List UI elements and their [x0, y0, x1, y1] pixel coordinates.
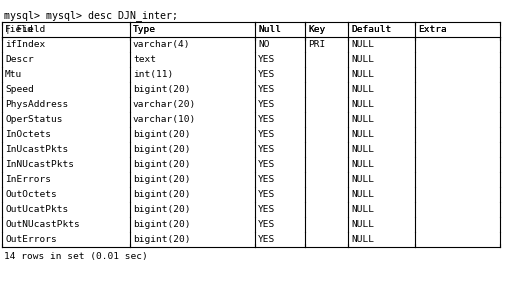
Text: YES: YES — [258, 70, 275, 79]
Text: 14 rows in set (0.01 sec): 14 rows in set (0.01 sec) — [4, 252, 148, 261]
Text: OutErrors: OutErrors — [5, 235, 57, 244]
Text: NULL: NULL — [351, 235, 374, 244]
Text: YES: YES — [258, 85, 275, 94]
Text: NULL: NULL — [351, 55, 374, 64]
Text: bigint(20): bigint(20) — [133, 130, 191, 139]
Text: YES: YES — [258, 190, 275, 199]
Text: NULL: NULL — [351, 85, 374, 94]
Text: NULL: NULL — [351, 115, 374, 124]
Text: NULL: NULL — [351, 40, 374, 49]
Text: YES: YES — [258, 145, 275, 154]
Text: NULL: NULL — [351, 190, 374, 199]
Text: bigint(20): bigint(20) — [133, 160, 191, 169]
Text: NULL: NULL — [351, 145, 374, 154]
Text: YES: YES — [258, 115, 275, 124]
Text: mysql> mysql> desc DJN_inter;: mysql> mysql> desc DJN_inter; — [4, 10, 178, 21]
Text: NULL: NULL — [351, 130, 374, 139]
Text: YES: YES — [258, 100, 275, 109]
Text: bigint(20): bigint(20) — [133, 175, 191, 184]
Text: Default: Default — [351, 25, 391, 34]
Text: Descr: Descr — [5, 55, 34, 64]
Text: Mtu: Mtu — [5, 70, 22, 79]
Text: OutOctets: OutOctets — [5, 190, 57, 199]
Text: InUcastPkts: InUcastPkts — [5, 145, 68, 154]
Text: Key: Key — [308, 25, 325, 34]
Text: OperStatus: OperStatus — [5, 115, 62, 124]
Text: Extra: Extra — [418, 25, 447, 34]
Text: Null: Null — [258, 25, 281, 34]
Text: PRI: PRI — [308, 40, 325, 49]
Text: YES: YES — [258, 235, 275, 244]
Text: varchar(10): varchar(10) — [133, 115, 196, 124]
Text: Field: Field — [5, 25, 34, 34]
Text: Null: Null — [258, 25, 281, 34]
Text: YES: YES — [258, 175, 275, 184]
Text: varchar(4): varchar(4) — [133, 40, 191, 49]
Text: bigint(20): bigint(20) — [133, 220, 191, 229]
Text: InOctets: InOctets — [5, 130, 51, 139]
Text: bigint(20): bigint(20) — [133, 190, 191, 199]
Text: PhysAddress: PhysAddress — [5, 100, 68, 109]
Text: InNUcastPkts: InNUcastPkts — [5, 160, 74, 169]
Text: OutUcatPkts: OutUcatPkts — [5, 205, 68, 214]
Text: NULL: NULL — [351, 220, 374, 229]
Text: varchar(20): varchar(20) — [133, 100, 196, 109]
Text: Extra: Extra — [418, 25, 447, 34]
Text: NULL: NULL — [351, 205, 374, 214]
Text: YES: YES — [258, 130, 275, 139]
Text: NO: NO — [258, 40, 270, 49]
Text: Key: Key — [308, 25, 325, 34]
Text: bigint(20): bigint(20) — [133, 145, 191, 154]
Text: NULL: NULL — [351, 100, 374, 109]
Text: NULL: NULL — [351, 70, 374, 79]
Text: OutNUcastPkts: OutNUcastPkts — [5, 220, 80, 229]
Text: Speed: Speed — [5, 85, 34, 94]
Text: Default: Default — [351, 25, 391, 34]
Text: Type: Type — [133, 25, 156, 34]
Text: int(11): int(11) — [133, 70, 173, 79]
Text: ifIndex: ifIndex — [5, 40, 45, 49]
Text: YES: YES — [258, 205, 275, 214]
Text: InErrors: InErrors — [5, 175, 51, 184]
Text: YES: YES — [258, 55, 275, 64]
Text: NULL: NULL — [351, 175, 374, 184]
Text: bigint(20): bigint(20) — [133, 205, 191, 214]
Text: text: text — [133, 55, 156, 64]
Text: bigint(20): bigint(20) — [133, 85, 191, 94]
Text: YES: YES — [258, 160, 275, 169]
Text: NULL: NULL — [351, 160, 374, 169]
Text: Type: Type — [133, 25, 156, 34]
Text: bigint(20): bigint(20) — [133, 235, 191, 244]
Text: YES: YES — [258, 220, 275, 229]
Text: | Field: | Field — [5, 25, 45, 34]
